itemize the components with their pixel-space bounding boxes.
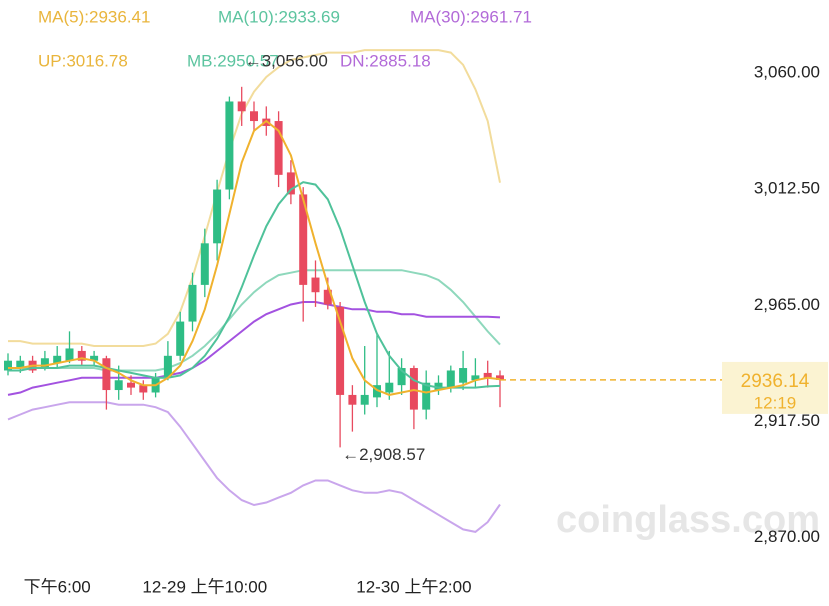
candle-body <box>90 355 99 361</box>
legend-entry: UP:3016.78 <box>38 51 128 70</box>
indicator-line <box>7 301 501 396</box>
low-annotation: ←2,908.57 <box>342 445 425 464</box>
watermark: coinglass.com <box>556 499 820 541</box>
candle-body <box>53 355 62 364</box>
candle-body <box>188 284 197 322</box>
candle-body <box>200 243 209 285</box>
candle-body <box>225 101 234 190</box>
legend-entry: MA(10):2933.69 <box>218 7 340 26</box>
y-tick-label: 2,965.00 <box>754 295 820 314</box>
candle-body <box>422 382 431 410</box>
candle-body <box>348 394 357 405</box>
candle-body <box>483 372 492 378</box>
legend-entry: MA(30):2961.71 <box>410 7 532 26</box>
last-price-time: 12:19 <box>754 393 797 412</box>
candle-body <box>102 358 111 391</box>
candle-body <box>176 321 185 356</box>
x-tick-label: 12-29 上午10:00 <box>142 577 267 596</box>
candle-body <box>373 385 381 398</box>
candle-body <box>311 277 320 293</box>
candle-body <box>114 380 123 391</box>
last-price-label: 2936.14 <box>741 371 810 392</box>
candle-body <box>299 194 308 285</box>
candle-body <box>16 360 25 369</box>
candle-body <box>385 382 394 393</box>
candle-body <box>446 370 455 388</box>
legend-entry: MB:2950.57 <box>187 51 279 70</box>
candle-body <box>323 289 332 305</box>
candle-body <box>459 368 468 383</box>
candle-body <box>274 121 283 175</box>
candle-body <box>360 394 369 405</box>
y-tick-label: 2,917.50 <box>754 411 820 430</box>
legend-entry: DN:2885.18 <box>340 51 431 70</box>
candle-body <box>336 306 345 395</box>
last-price-box <box>722 361 828 414</box>
x-tick-label: 下午6:00 <box>24 577 91 596</box>
candle-body <box>163 355 172 378</box>
candle-body <box>139 385 148 393</box>
candle-body <box>65 348 74 361</box>
y-tick-label: 2,870.00 <box>754 527 820 546</box>
legend-entry: MA(5):2936.41 <box>38 7 150 26</box>
indicator-line <box>8 49 501 347</box>
y-tick-label: 3,060.00 <box>754 63 820 82</box>
candle-body <box>4 360 12 371</box>
candle-body <box>250 111 258 122</box>
indicator-line <box>8 269 501 372</box>
candle-body <box>471 375 480 381</box>
candle-body <box>286 172 295 195</box>
x-tick-label: 12-30 上午2:00 <box>356 577 471 596</box>
indicator-line <box>8 119 501 396</box>
indicator-line <box>7 401 501 533</box>
candle-body <box>77 350 86 361</box>
candle-body <box>127 382 135 388</box>
candle-body <box>409 368 418 410</box>
indicator-line <box>8 181 501 389</box>
y-tick-label: 3,012.50 <box>754 179 820 198</box>
candle-body <box>40 358 49 369</box>
candle-body <box>213 189 222 244</box>
candle-body <box>397 368 406 386</box>
candle-body <box>237 101 246 112</box>
high-annotation: ←3,056.00 <box>245 51 328 70</box>
candle-body <box>496 375 504 380</box>
candle-body <box>434 382 443 391</box>
